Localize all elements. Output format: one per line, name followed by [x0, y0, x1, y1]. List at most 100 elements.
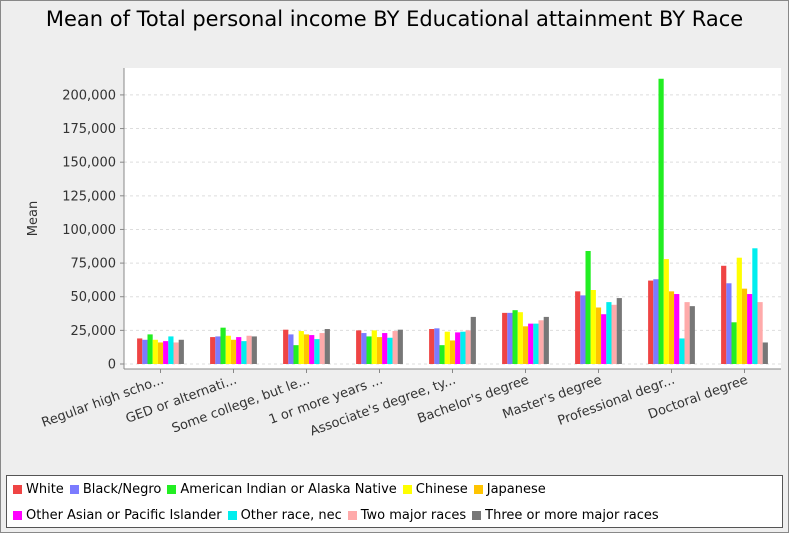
bar: [731, 322, 737, 364]
bar: [455, 332, 461, 364]
bar: [168, 336, 174, 364]
y-tick-label: 150,000: [62, 156, 116, 171]
bar: [366, 336, 372, 364]
bar: [319, 333, 325, 364]
chart-legend: White Black/Negro American Indian or Alask…: [6, 475, 783, 528]
bar: [142, 339, 148, 364]
bar: [762, 342, 768, 364]
x-tick-label: Regular high scho...: [40, 373, 166, 431]
legend-item: Two major races: [347, 508, 466, 523]
bar: [595, 307, 602, 364]
bar: [747, 294, 753, 364]
plot-area: [124, 68, 781, 369]
bar: [533, 323, 539, 364]
legend-swatch: [227, 511, 237, 520]
bar: [241, 341, 247, 364]
legend-label: Black/Negro: [82, 482, 162, 497]
legend-item: Black/Negro: [69, 482, 162, 497]
bar: [309, 335, 315, 364]
bar: [220, 327, 226, 364]
legend-label: Other race, nec: [240, 508, 342, 523]
legend-swatch: [167, 485, 177, 494]
bar: [721, 265, 727, 364]
bar: [215, 336, 221, 364]
chart-title: Mean of Total personal income BY Educati…: [0, 6, 789, 33]
bar: [658, 78, 664, 364]
legend-swatch: [13, 485, 22, 494]
bar: [679, 338, 685, 364]
y-tick-label: 100,000: [62, 223, 116, 238]
bar: [361, 333, 367, 364]
legend-item: Japanese: [473, 482, 546, 497]
bar: [543, 316, 549, 364]
bar: [668, 291, 675, 364]
bar: [653, 279, 659, 364]
bar: [601, 314, 607, 364]
bar: [684, 302, 690, 364]
bar: [736, 257, 742, 364]
bar: [512, 310, 518, 364]
y-tick-label: 200,000: [62, 88, 116, 103]
legend-swatch: [69, 485, 79, 494]
bar: [585, 250, 591, 364]
legend-label: Chinese: [415, 482, 468, 497]
bar: [757, 302, 763, 364]
legend-label: Other Asian or Pacific Islander: [26, 508, 222, 523]
bar: [230, 339, 237, 364]
chart-title-text: Mean of Total personal income BY Educati…: [45, 7, 744, 31]
legend-item: Chinese: [402, 482, 468, 497]
legend-item: Three or more major races: [472, 508, 659, 523]
bar: [606, 302, 612, 364]
bar: [689, 306, 695, 364]
bar: [648, 280, 654, 364]
bar: [502, 312, 508, 364]
y-tick-label: 125,000: [62, 189, 116, 204]
legend-swatch: [402, 485, 412, 494]
bar: [147, 334, 153, 364]
bar: [225, 335, 231, 364]
legend-swatch: [13, 511, 22, 520]
legend-label: Japanese: [486, 482, 546, 497]
legend-label: Three or more major races: [485, 508, 659, 523]
bar: [210, 337, 216, 364]
bar: [507, 312, 513, 364]
bar: [387, 337, 393, 364]
y-axis-label: Mean: [26, 201, 41, 236]
bar: [251, 336, 257, 364]
bar: [611, 304, 617, 364]
bar: [157, 342, 164, 364]
bar: [460, 331, 466, 364]
bar: [429, 329, 435, 364]
legend-item: White: [13, 482, 64, 497]
bar: [178, 339, 184, 364]
legend-label: White: [26, 482, 64, 497]
legend-label: American Indian or Alaska Native: [180, 482, 397, 497]
bar: [434, 328, 440, 364]
chart-plot: 0 25,000 50,000 75,000 100,000 125,000 150,000…: [26, 68, 781, 439]
bar: [356, 330, 362, 364]
bar: [382, 333, 388, 364]
legend-item: American Indian or Alaska Native: [167, 482, 397, 497]
bar: [173, 342, 179, 364]
bar: [444, 331, 450, 364]
bar: [439, 345, 445, 364]
bar: [726, 283, 732, 364]
bar: [663, 259, 669, 364]
bar: [392, 331, 398, 364]
y-tick-label: 75,000: [71, 257, 117, 272]
y-tick-label: 0: [108, 358, 116, 373]
bar: [616, 298, 622, 364]
bar: [522, 326, 529, 364]
bar: [528, 323, 534, 364]
y-tick-label: 25,000: [71, 324, 117, 339]
bar: [163, 341, 169, 364]
bar: [298, 331, 304, 364]
legend-row: Other Asian or Pacific Islander Other rac…: [13, 508, 665, 523]
bar: [236, 337, 242, 364]
bar: [371, 330, 377, 364]
y-tick-label: 175,000: [62, 122, 116, 137]
legend-item: Other race, nec: [227, 508, 342, 523]
bar: [137, 338, 143, 364]
bar: [314, 339, 320, 364]
bar: [397, 329, 403, 364]
